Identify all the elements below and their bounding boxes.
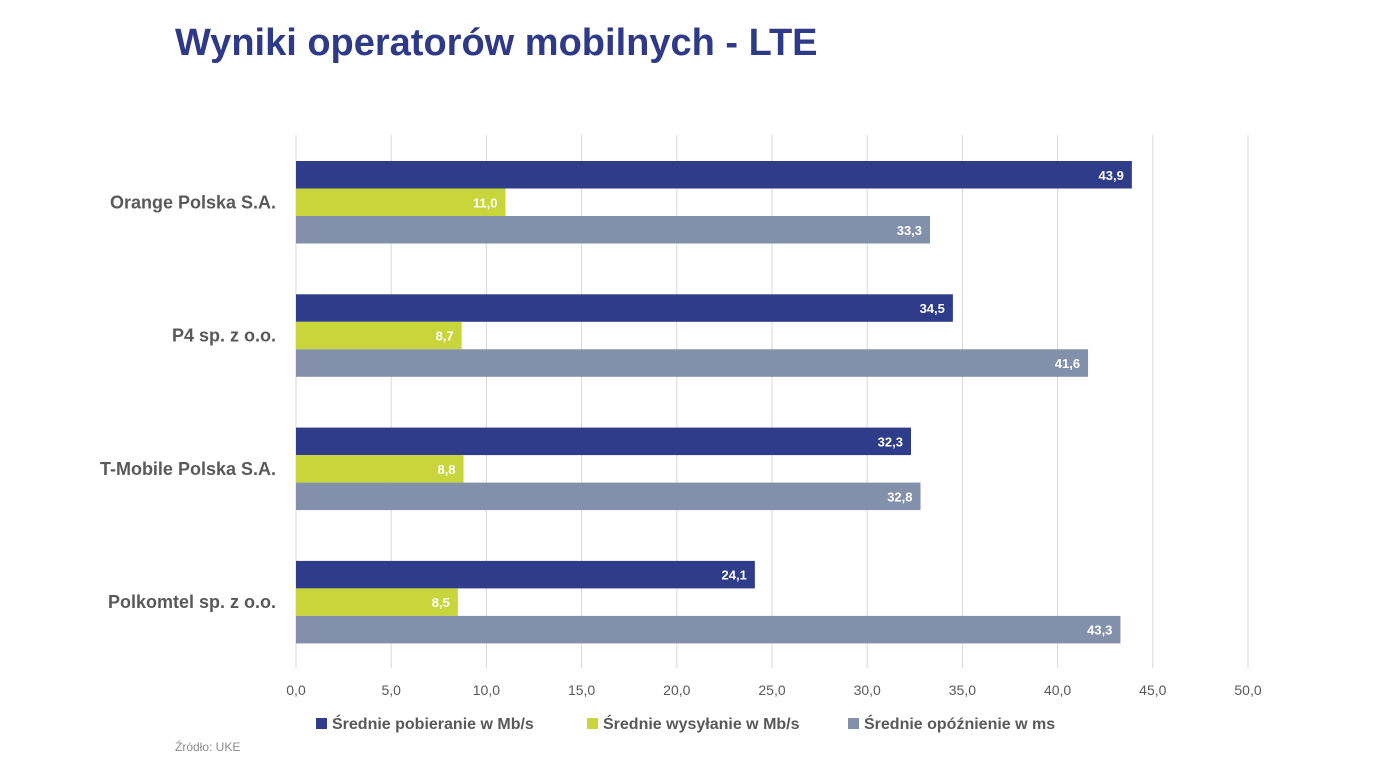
legend-swatch <box>848 718 859 729</box>
bar <box>296 455 464 483</box>
x-tick-label: 40,0 <box>1044 682 1071 698</box>
bar <box>296 427 911 456</box>
data-label: 8,8 <box>437 462 455 477</box>
legend-label: Średnie pobieranie w Mb/s <box>332 714 534 733</box>
legend-label: Średnie opóźnienie w ms <box>864 714 1055 733</box>
bar <box>296 482 921 511</box>
x-tick-label: 25,0 <box>758 682 785 698</box>
x-tick-label: 15,0 <box>568 682 595 698</box>
category-label: P4 sp. z o.o. <box>172 326 276 346</box>
bar <box>296 349 1089 377</box>
legend: Średnie pobieranie w Mb/s Średnie wysyłan… <box>316 714 1055 733</box>
bar <box>296 588 458 616</box>
data-label: 8,7 <box>436 329 454 344</box>
x-tick-label: 10,0 <box>473 682 500 698</box>
chart-title: Wyniki operatorów mobilnych - LTE <box>175 22 818 64</box>
category-labels: Orange Polska S.A. P4 sp. z o.o. T-Mobile … <box>100 192 276 612</box>
x-tick-label: 30,0 <box>854 682 881 698</box>
data-label: 32,8 <box>887 489 912 504</box>
data-label: 43,3 <box>1087 623 1112 638</box>
bar <box>296 216 931 244</box>
bar <box>296 161 1132 189</box>
data-label: 11,0 <box>473 195 498 210</box>
x-tick-label: 50,0 <box>1234 682 1261 698</box>
legend-swatch <box>316 718 327 729</box>
category-label: Polkomtel sp. z o.o. <box>108 592 276 612</box>
data-label: 43,9 <box>1099 168 1124 183</box>
bars: 43,9 11,0 33,3 34,5 8,7 41,6 32,3 8,8 32,8 24,1 8,… <box>296 161 1132 644</box>
x-tick-labels: 0,0 5,0 10,0 15,0 20,0 25,0 30,0 35,0 40,0 45,0 50… <box>286 682 1262 698</box>
x-tick-label: 5,0 <box>381 682 401 698</box>
bar <box>296 321 462 350</box>
source-note: Źródło: UKE <box>175 740 241 754</box>
legend-label: Średnie wysyłanie w Mb/s <box>603 714 800 733</box>
x-tick-label: 45,0 <box>1139 682 1166 698</box>
x-tick-label: 35,0 <box>949 682 976 698</box>
bar <box>296 560 755 589</box>
bar <box>296 294 953 322</box>
data-label: 34,5 <box>920 301 945 316</box>
data-label: 33,3 <box>897 223 922 238</box>
data-label: 41,6 <box>1055 356 1080 371</box>
data-label: 24,1 <box>722 568 747 583</box>
category-label: T-Mobile Polska S.A. <box>100 459 276 479</box>
data-label: 8,5 <box>432 595 450 610</box>
bar <box>296 615 1121 644</box>
x-tick-label: 20,0 <box>663 682 690 698</box>
legend-swatch <box>587 718 598 729</box>
category-label: Orange Polska S.A. <box>110 192 276 212</box>
bar <box>296 188 506 216</box>
data-label: 32,3 <box>878 434 903 449</box>
x-tick-label: 0,0 <box>286 682 306 698</box>
